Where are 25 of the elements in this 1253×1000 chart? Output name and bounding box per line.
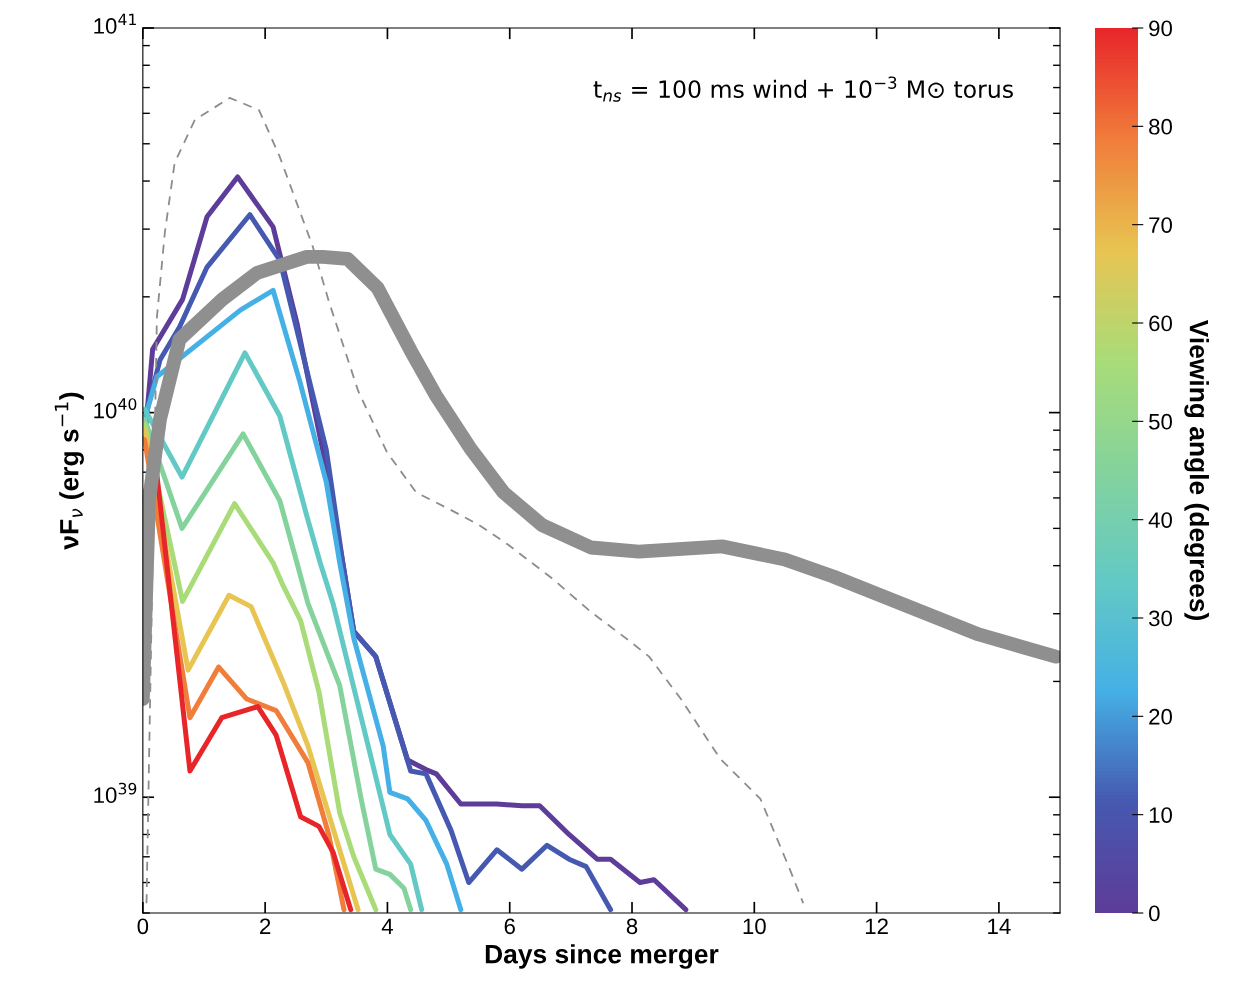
color-bar-label: 90	[1149, 20, 1172, 37]
x-tick-label: 4	[381, 918, 393, 934]
x-tick-label: 0	[137, 918, 149, 935]
color-bar-label: 50	[1149, 413, 1172, 430]
color-bar-label: 60	[1149, 315, 1172, 332]
x-tick-label: 8	[626, 918, 638, 935]
x-tick-label: 2	[260, 918, 271, 934]
x-axis-title: Days since merger	[485, 944, 719, 969]
x-tick-label: 14	[988, 918, 1011, 934]
y-tick-label: 10$^{41}$	[94, 13, 136, 34]
x-tick-label: 12	[865, 918, 888, 934]
x-tick-label: 10	[743, 918, 766, 935]
y-axis-title: νF$_{ν}$ (erg s$^{−1}$)	[54, 392, 84, 550]
y-tick-label: 10$^{40}$	[94, 398, 137, 419]
color-bar-label: 40	[1148, 512, 1172, 528]
color-bar-label: 0	[1149, 905, 1160, 922]
color-bar-label: 80	[1149, 118, 1172, 135]
color-bar-title: Viewing angle (degrees)	[1184, 319, 1209, 621]
color-bar-label: 10	[1149, 807, 1172, 823]
color-bar-label: 70	[1149, 217, 1172, 233]
annotation: t$_{ns}$ = 100 ms wind + 10$^{−3}$ M⊙ torus	[593, 76, 1013, 102]
color-bar-label: 30	[1148, 610, 1172, 627]
y-tick-label: 10$^{39}$	[94, 782, 137, 804]
color-bar-label: 20	[1149, 708, 1172, 725]
x-tick-label: 6	[504, 918, 515, 935]
